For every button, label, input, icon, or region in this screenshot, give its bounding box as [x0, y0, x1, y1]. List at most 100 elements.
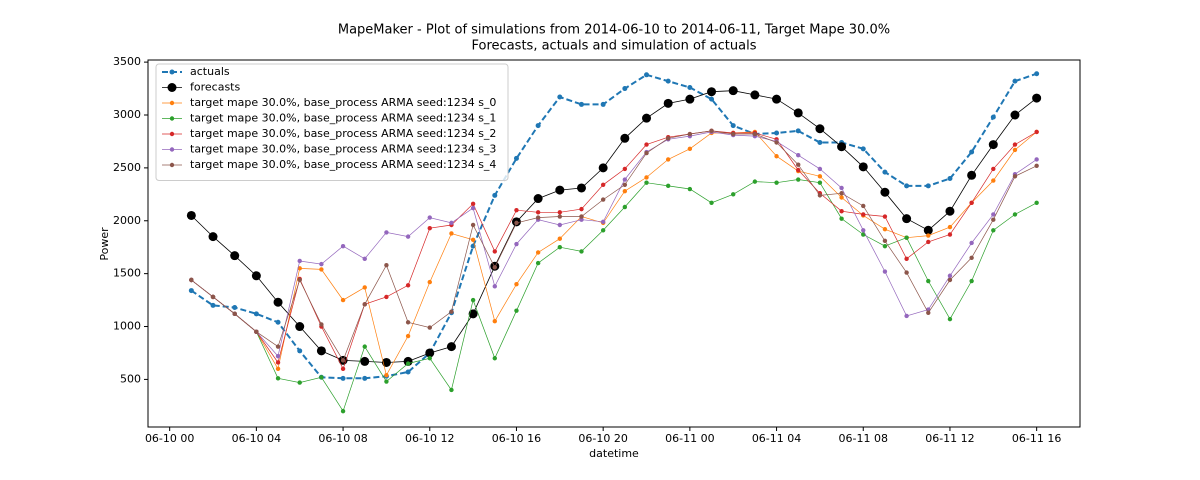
- legend-label: target mape 30.0%, base_process ARMA see…: [190, 96, 496, 109]
- data-point: [598, 163, 608, 173]
- y-tick-label: 3000: [113, 108, 141, 121]
- data-point: [1032, 93, 1042, 103]
- data-point: [535, 215, 541, 220]
- data-point: [319, 261, 324, 267]
- y-tick-label: 3500: [113, 55, 141, 68]
- x-tick-label: 06-11 04: [752, 432, 801, 445]
- data-point: [839, 216, 844, 221]
- data-point: [557, 236, 563, 241]
- data-point: [707, 87, 717, 97]
- data-point: [427, 279, 432, 285]
- data-point: [926, 310, 931, 315]
- x-tick-label: 06-10 12: [405, 432, 454, 445]
- data-point: [861, 203, 866, 209]
- legend-label: target mape 30.0%, base_process ARMA see…: [190, 112, 496, 125]
- data-point: [492, 192, 498, 198]
- data-point: [427, 325, 432, 330]
- data-point: [514, 282, 519, 287]
- legend-marker: [167, 83, 177, 92]
- data-point: [557, 245, 563, 250]
- data-point: [687, 146, 693, 152]
- legend-label: target mape 30.0%, base_process ARMA see…: [190, 158, 496, 171]
- x-tick-label: 06-10 00: [145, 432, 194, 445]
- data-point: [860, 146, 866, 152]
- data-point: [969, 278, 974, 284]
- data-point: [858, 162, 868, 172]
- data-point: [362, 256, 367, 262]
- legend-marker: [169, 131, 175, 137]
- data-point: [340, 297, 346, 303]
- series-line: [191, 130, 1037, 370]
- data-point: [861, 212, 866, 217]
- data-point: [923, 225, 933, 235]
- data-point: [687, 131, 693, 137]
- data-point: [793, 108, 803, 118]
- data-point: [772, 94, 782, 104]
- data-point: [340, 375, 346, 381]
- data-point: [945, 206, 955, 216]
- data-point: [882, 243, 888, 249]
- data-point: [642, 113, 652, 123]
- data-point: [319, 267, 324, 272]
- data-point: [644, 180, 649, 185]
- x-tick-label: 06-11 12: [925, 432, 974, 445]
- data-point: [579, 249, 584, 254]
- data-point: [254, 329, 259, 335]
- data-point: [665, 157, 671, 162]
- data-point: [273, 297, 283, 307]
- data-point: [533, 194, 543, 204]
- data-point: [384, 372, 389, 378]
- data-point: [384, 262, 389, 268]
- data-point: [687, 84, 693, 90]
- data-point: [947, 316, 953, 322]
- data-point: [839, 185, 844, 191]
- data-point: [815, 124, 825, 134]
- data-point: [839, 209, 844, 214]
- x-tick-label: 06-11 16: [1012, 432, 1061, 445]
- data-point: [232, 311, 237, 317]
- data-point: [514, 207, 519, 213]
- data-point: [947, 277, 953, 283]
- data-point: [817, 180, 823, 185]
- data-point: [774, 130, 780, 136]
- data-point: [319, 322, 324, 327]
- data-point: [316, 346, 326, 356]
- x-tick-label: 06-10 16: [492, 432, 541, 445]
- data-point: [186, 210, 196, 220]
- data-point: [839, 191, 844, 196]
- data-point: [663, 98, 673, 108]
- legend-marker: [169, 69, 175, 75]
- legend-box: [155, 63, 509, 181]
- data-point: [557, 214, 563, 219]
- legend-label: forecasts: [190, 81, 240, 94]
- data-point: [622, 182, 628, 188]
- data-point: [796, 152, 801, 158]
- data-point: [492, 265, 497, 270]
- data-point: [926, 233, 931, 238]
- data-point: [947, 273, 953, 278]
- data-point: [991, 166, 996, 172]
- data-point: [988, 140, 998, 150]
- data-point: [622, 188, 628, 194]
- data-point: [362, 302, 367, 307]
- data-point: [535, 210, 541, 215]
- data-point: [513, 155, 519, 161]
- plot-area: [147, 59, 1081, 428]
- data-point: [991, 178, 996, 183]
- data-point: [425, 348, 435, 358]
- data-point: [470, 201, 476, 207]
- legend-marker: [169, 100, 175, 106]
- data-point: [449, 309, 454, 314]
- data-point: [427, 225, 432, 231]
- data-point: [251, 271, 261, 281]
- y-tick-label: 1500: [113, 267, 141, 280]
- data-point: [817, 139, 823, 145]
- data-point: [730, 123, 736, 129]
- data-point: [969, 200, 974, 205]
- data-point: [904, 256, 909, 262]
- data-point: [468, 309, 478, 319]
- data-point: [600, 101, 606, 107]
- data-point: [882, 238, 888, 244]
- y-tick-label: 2500: [113, 161, 141, 174]
